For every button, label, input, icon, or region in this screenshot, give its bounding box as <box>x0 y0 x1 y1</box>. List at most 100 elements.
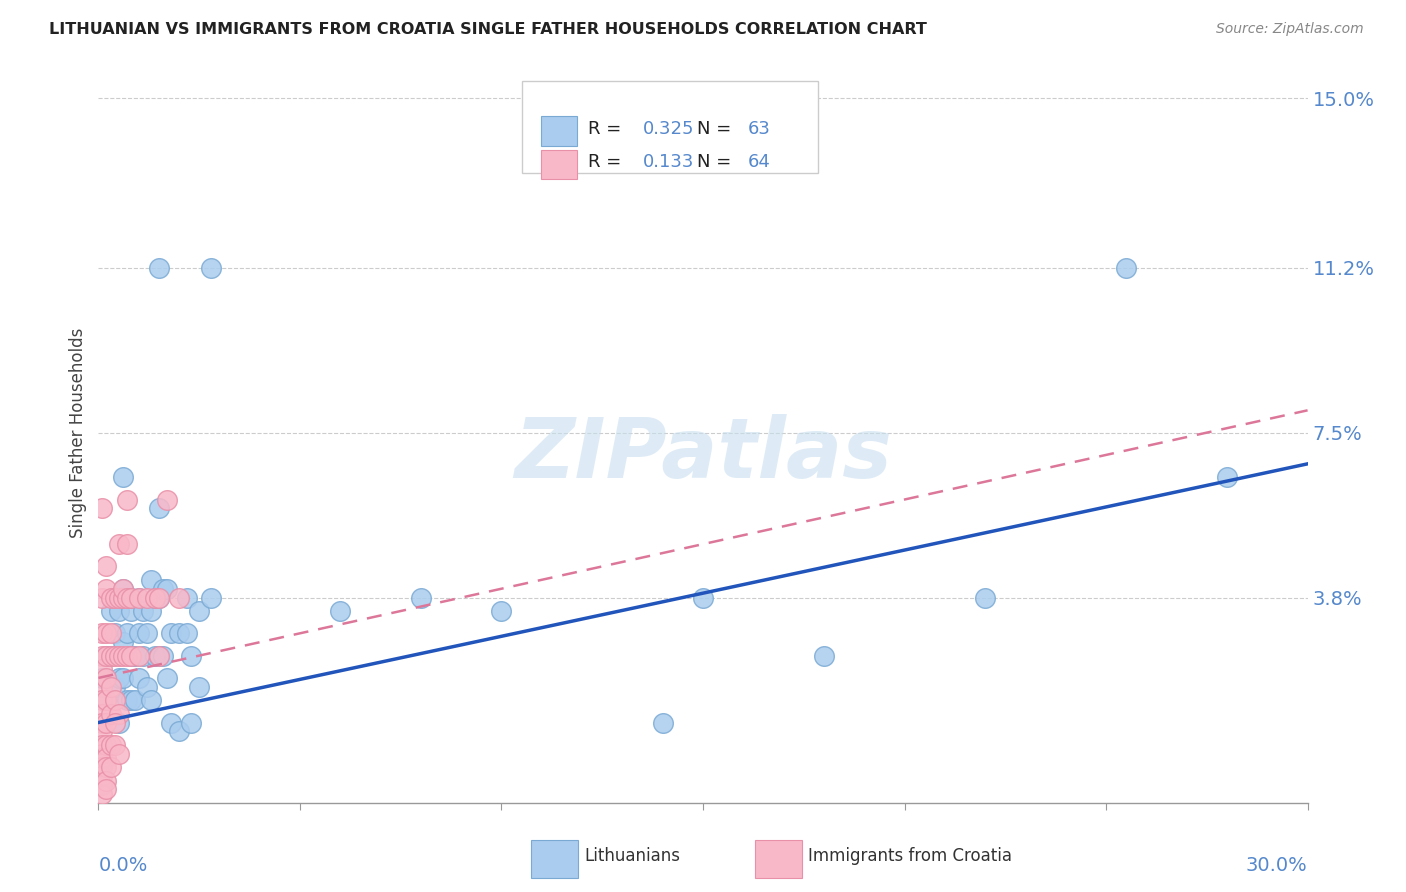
Point <box>180 648 202 663</box>
Point <box>107 715 129 730</box>
Point <box>100 738 122 752</box>
Point <box>96 648 118 663</box>
Point <box>96 648 118 663</box>
Point <box>107 604 129 618</box>
Point <box>491 604 513 618</box>
Point <box>103 738 125 752</box>
Point <box>156 492 179 507</box>
Point <box>329 604 352 618</box>
Point <box>115 648 138 663</box>
Text: R =: R = <box>588 153 627 171</box>
Point <box>96 671 118 685</box>
FancyBboxPatch shape <box>541 117 578 146</box>
Point <box>120 591 142 605</box>
Point <box>651 715 673 730</box>
Point <box>91 626 114 640</box>
Point <box>115 626 138 640</box>
Point <box>167 724 190 739</box>
Point <box>91 671 114 685</box>
Point <box>692 591 714 605</box>
Point <box>107 747 129 761</box>
Point <box>100 760 122 774</box>
Point <box>91 787 114 801</box>
Point <box>128 671 150 685</box>
Point <box>176 591 198 605</box>
Point <box>107 537 129 551</box>
Point <box>111 591 134 605</box>
Point <box>143 648 166 663</box>
Point <box>813 648 835 663</box>
Point <box>107 671 129 685</box>
Point <box>96 582 118 596</box>
Point <box>96 693 118 707</box>
FancyBboxPatch shape <box>755 840 803 879</box>
Point <box>91 648 114 663</box>
Text: Source: ZipAtlas.com: Source: ZipAtlas.com <box>1216 22 1364 37</box>
Text: Lithuanians: Lithuanians <box>585 847 681 865</box>
Point <box>167 626 190 640</box>
Point <box>96 782 118 797</box>
Point <box>128 591 150 605</box>
Point <box>180 715 202 730</box>
Point <box>91 747 114 761</box>
Point <box>139 693 162 707</box>
Text: 0.0%: 0.0% <box>98 856 148 875</box>
FancyBboxPatch shape <box>522 81 818 173</box>
Point <box>91 693 114 707</box>
Point <box>135 626 157 640</box>
Point <box>91 769 114 783</box>
Point <box>100 648 122 663</box>
Point <box>111 648 134 663</box>
Point <box>156 582 179 596</box>
Point <box>103 680 125 694</box>
Point <box>96 626 118 640</box>
Y-axis label: Single Father Households: Single Father Households <box>69 327 87 538</box>
Point <box>148 648 170 663</box>
Point <box>132 648 155 663</box>
Point <box>124 693 146 707</box>
Text: N =: N = <box>697 153 737 171</box>
Point <box>91 724 114 739</box>
Point <box>120 693 142 707</box>
Point <box>132 604 155 618</box>
Point <box>100 591 122 605</box>
Point <box>100 680 122 694</box>
Point <box>139 604 162 618</box>
Point <box>143 591 166 605</box>
Point <box>143 591 166 605</box>
Text: Immigrants from Croatia: Immigrants from Croatia <box>808 847 1012 865</box>
Point <box>167 591 190 605</box>
Point <box>160 626 183 640</box>
Text: 64: 64 <box>748 153 770 171</box>
Point <box>115 693 138 707</box>
Point <box>103 626 125 640</box>
Point <box>135 680 157 694</box>
Point <box>91 662 114 676</box>
Point <box>128 591 150 605</box>
Point <box>200 591 222 605</box>
Point <box>1115 260 1137 275</box>
Point <box>91 756 114 770</box>
Point <box>156 671 179 685</box>
Point <box>107 648 129 663</box>
Point <box>96 773 118 788</box>
FancyBboxPatch shape <box>531 840 578 879</box>
Point <box>96 693 118 707</box>
Point <box>120 591 142 605</box>
Point <box>115 537 138 551</box>
Point <box>974 591 997 605</box>
Point <box>111 582 134 596</box>
Point <box>111 470 134 484</box>
Point <box>91 591 114 605</box>
Point <box>152 582 174 596</box>
Point <box>160 715 183 730</box>
Point <box>120 648 142 663</box>
Point <box>91 706 114 721</box>
Text: 30.0%: 30.0% <box>1246 856 1308 875</box>
FancyBboxPatch shape <box>541 150 578 179</box>
Point <box>111 671 134 685</box>
Point <box>124 648 146 663</box>
Point <box>91 751 114 765</box>
Point <box>103 648 125 663</box>
Point <box>115 591 138 605</box>
